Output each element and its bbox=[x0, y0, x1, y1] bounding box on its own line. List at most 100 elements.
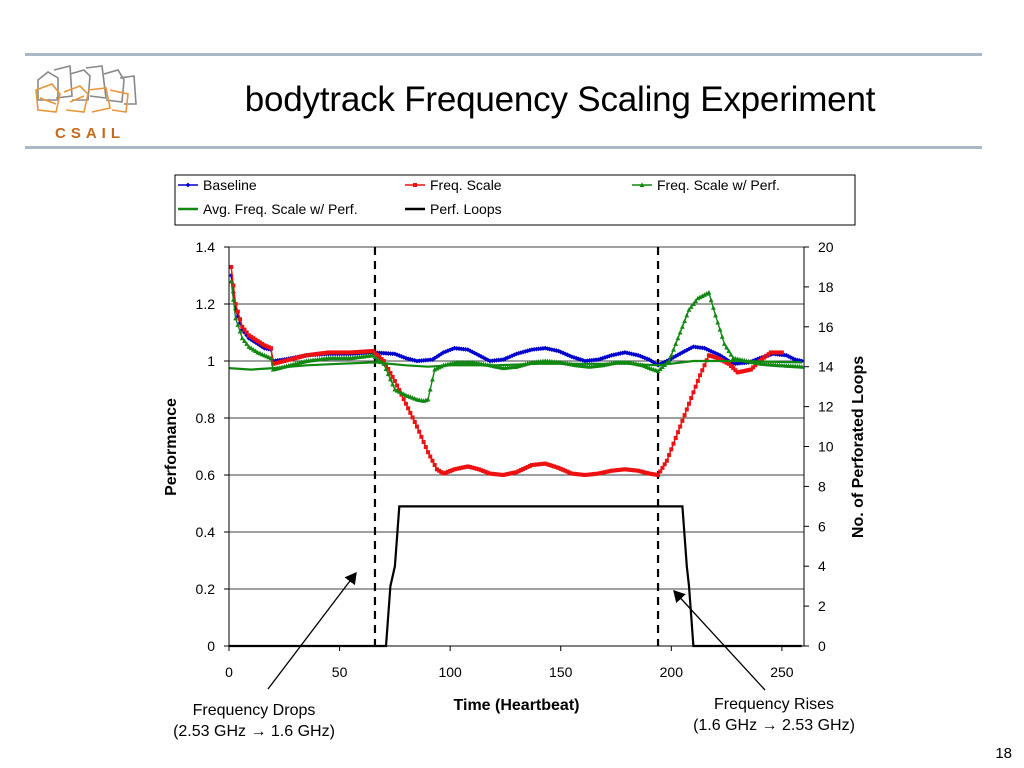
series-marker bbox=[269, 346, 274, 351]
series-marker bbox=[753, 363, 758, 368]
legend-entry: Freq. Scale w/ Perf. bbox=[632, 177, 780, 193]
series-marker bbox=[311, 352, 316, 357]
series-marker bbox=[702, 363, 707, 368]
series-marker bbox=[639, 182, 645, 187]
series-marker bbox=[459, 465, 464, 470]
series-marker bbox=[771, 350, 776, 355]
series-marker bbox=[691, 390, 696, 395]
series-marker bbox=[426, 450, 431, 455]
legend-label: Perf. Loops bbox=[430, 201, 502, 217]
series-marker bbox=[614, 468, 619, 473]
legend-entry: Baseline bbox=[178, 177, 257, 193]
series-marker bbox=[673, 435, 678, 440]
series-marker bbox=[583, 473, 588, 477]
series-marker bbox=[483, 469, 488, 474]
series-marker bbox=[273, 361, 278, 366]
series-marker bbox=[229, 264, 234, 269]
series-marker bbox=[768, 350, 773, 355]
series-marker bbox=[505, 472, 510, 477]
series-marker bbox=[339, 350, 344, 355]
series-marker bbox=[532, 462, 537, 467]
series-marker bbox=[485, 470, 490, 475]
series-marker bbox=[457, 466, 461, 471]
series-marker bbox=[235, 309, 240, 314]
series-marker bbox=[430, 458, 435, 463]
series-marker bbox=[293, 356, 298, 361]
series-marker bbox=[719, 334, 725, 339]
series-marker bbox=[593, 357, 599, 363]
series-marker bbox=[607, 469, 612, 474]
series-marker bbox=[461, 346, 466, 352]
series-marker bbox=[620, 467, 625, 472]
series-marker bbox=[306, 353, 311, 358]
series-marker bbox=[432, 463, 437, 468]
series-marker bbox=[706, 353, 711, 358]
series-marker bbox=[589, 472, 594, 477]
legend-label: Baseline bbox=[203, 177, 257, 193]
series-marker bbox=[666, 358, 672, 363]
series-marker bbox=[686, 307, 692, 312]
series-marker bbox=[465, 464, 470, 469]
series-marker bbox=[598, 471, 603, 476]
series-marker bbox=[317, 351, 322, 356]
series-marker bbox=[381, 359, 386, 363]
series-marker bbox=[667, 453, 672, 458]
series-marker bbox=[401, 397, 406, 402]
header-rule-bottom bbox=[25, 146, 982, 149]
series-marker bbox=[552, 464, 557, 469]
frequency-rises-annotation: Frequency Rises (1.6 GHz → 2.53 GHz) bbox=[668, 694, 880, 736]
series-marker bbox=[364, 349, 369, 354]
drop-annotation-line1: Frequency Drops bbox=[192, 702, 316, 719]
series-marker bbox=[633, 468, 638, 473]
series-marker bbox=[228, 273, 234, 278]
series-marker bbox=[395, 383, 400, 388]
series-marker bbox=[679, 324, 685, 329]
series-marker bbox=[744, 368, 749, 373]
series-marker bbox=[669, 447, 674, 452]
series-marker bbox=[237, 328, 243, 334]
series-marker bbox=[481, 469, 486, 474]
series-line bbox=[229, 505, 802, 648]
series-marker bbox=[569, 471, 574, 476]
series-marker bbox=[647, 471, 652, 476]
series-marker bbox=[264, 344, 269, 349]
series-marker bbox=[185, 182, 191, 188]
series-marker bbox=[721, 341, 727, 346]
rise-annotation-line2: (1.6 GHz → 2.53 GHz) bbox=[693, 717, 855, 734]
series-marker bbox=[361, 349, 366, 354]
series-marker bbox=[355, 350, 360, 355]
series-marker bbox=[485, 357, 491, 363]
y-tick-label: 1.2 bbox=[196, 296, 216, 312]
series-line bbox=[230, 281, 802, 402]
series-marker bbox=[430, 376, 435, 382]
series-marker bbox=[413, 183, 417, 187]
series-marker bbox=[468, 465, 473, 470]
series-marker bbox=[496, 472, 501, 477]
y-tick-label: 0.6 bbox=[196, 467, 216, 483]
series-marker bbox=[326, 350, 331, 355]
series-marker bbox=[277, 360, 282, 365]
series-marker bbox=[423, 445, 428, 450]
series-marker bbox=[448, 469, 453, 474]
series-marker bbox=[536, 462, 541, 467]
series-marker bbox=[388, 376, 393, 382]
y2-tick-label: 20 bbox=[818, 239, 834, 255]
series-marker bbox=[428, 454, 433, 459]
series-marker bbox=[249, 334, 254, 339]
series-marker bbox=[375, 353, 380, 358]
y-tick-label: 0 bbox=[207, 638, 215, 654]
series-marker bbox=[443, 470, 448, 475]
series-marker bbox=[390, 381, 396, 387]
series-marker bbox=[748, 367, 753, 372]
series-marker bbox=[452, 467, 457, 472]
series-marker bbox=[737, 369, 742, 374]
series-marker bbox=[366, 349, 371, 354]
series-marker bbox=[713, 312, 718, 318]
series-marker bbox=[668, 352, 674, 358]
series-marker bbox=[510, 471, 515, 476]
series-marker bbox=[268, 355, 274, 361]
x-tick-label: 50 bbox=[332, 664, 348, 680]
series-marker bbox=[556, 465, 561, 470]
series-marker bbox=[580, 472, 585, 477]
legend-entry: Freq. Scale bbox=[405, 177, 502, 193]
